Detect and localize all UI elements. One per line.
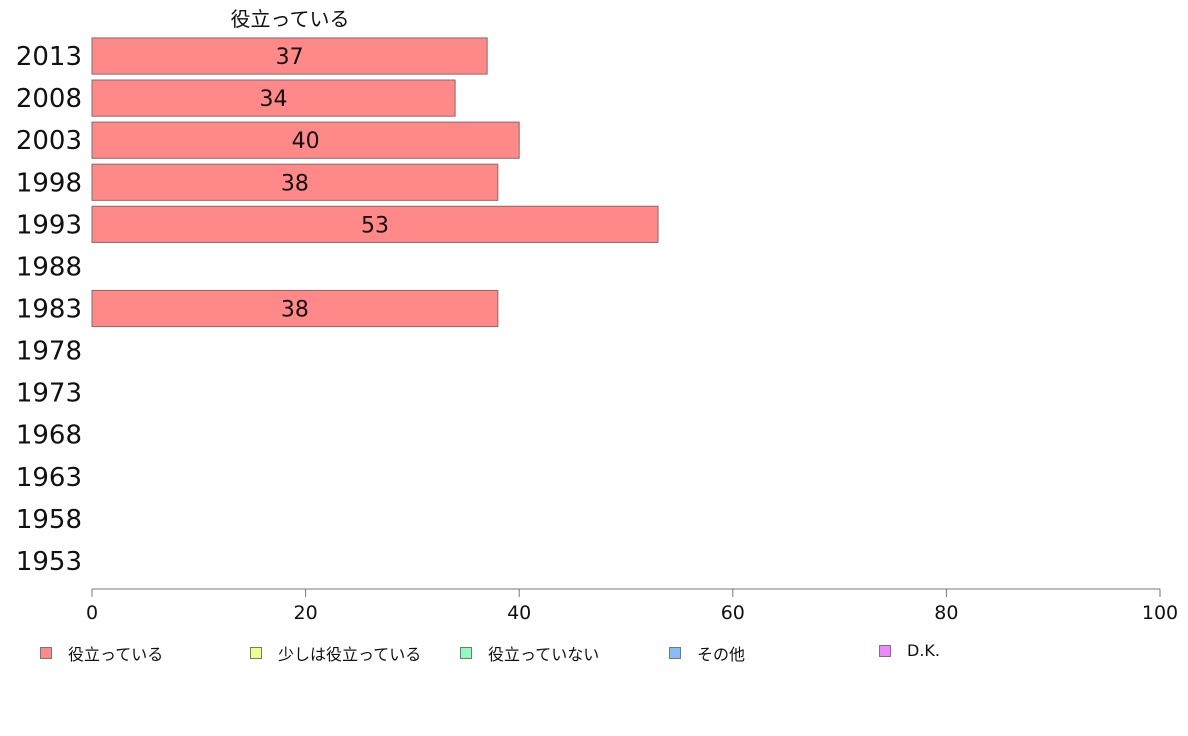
bar-1993 <box>91 205 659 243</box>
category-label-1958: 1958 <box>16 505 82 535</box>
bar-2008 <box>91 79 456 117</box>
legend-label: 役立っていない <box>488 645 600 664</box>
data-label-2003: 40 <box>292 129 320 154</box>
x-tick-label-80: 80 <box>934 602 958 624</box>
data-label-1998: 38 <box>281 171 309 196</box>
category-label-1963: 1963 <box>16 463 82 493</box>
bar-1998 <box>91 163 499 201</box>
legend-swatch <box>879 644 891 657</box>
x-tick-label-40: 40 <box>507 602 531 624</box>
category-labels: 2013 2008 2003 1998 1993 1988 1983 1978 1973 1968… <box>16 42 82 577</box>
legend-label: 少しは役立っている <box>278 645 422 664</box>
x-tick-label-20: 20 <box>294 602 318 624</box>
legend-item-sukoshiwa-yakudatteiru: 少しは役立っている <box>250 641 421 665</box>
category-label-1968: 1968 <box>16 421 82 451</box>
legend-item-yakudatteinai: 役立っていない <box>460 641 599 665</box>
category-label-1983: 1983 <box>16 295 82 325</box>
data-label-1993: 53 <box>361 213 389 238</box>
category-label-1988: 1988 <box>16 252 82 282</box>
category-label-2013: 2013 <box>16 42 82 72</box>
category-label-2003: 2003 <box>16 126 82 156</box>
legend-swatch <box>669 647 681 659</box>
legend-swatch <box>250 647 262 659</box>
chart-title: 役立っている <box>231 7 350 31</box>
legend-item-yakudatteiru: 役立っている <box>40 641 163 665</box>
data-label-1983: 38 <box>281 298 309 323</box>
category-label-2008: 2008 <box>16 84 82 114</box>
category-label-1978: 1978 <box>16 337 82 367</box>
legend-label: D.K. <box>907 641 940 660</box>
legend-swatch <box>40 647 52 659</box>
x-axis: 0 20 40 60 80 100 <box>86 588 1178 624</box>
legend-swatch <box>460 647 472 659</box>
category-label-1973: 1973 <box>16 379 82 409</box>
data-label-2008: 34 <box>260 87 288 112</box>
bar-1983 <box>91 289 499 328</box>
category-label-1993: 1993 <box>16 210 82 240</box>
bar-2003 <box>91 121 520 159</box>
category-label-1998: 1998 <box>16 168 82 198</box>
x-tick-label-0: 0 <box>86 602 98 624</box>
legend-label: 役立っている <box>68 645 164 664</box>
legend-label: その他 <box>697 645 746 664</box>
x-tick-label-100: 100 <box>1142 602 1178 624</box>
x-tick-label-60: 60 <box>721 602 745 624</box>
data-label-2013: 37 <box>276 45 304 70</box>
legend-item-dk: D.K. <box>879 641 940 660</box>
bar-2013 <box>91 37 488 75</box>
legend-item-sonota: その他 <box>669 641 745 665</box>
legend: 役立っている 少しは役立っている 役立っていない その他 D.K. <box>0 641 1188 665</box>
category-label-1953: 1953 <box>16 547 82 577</box>
